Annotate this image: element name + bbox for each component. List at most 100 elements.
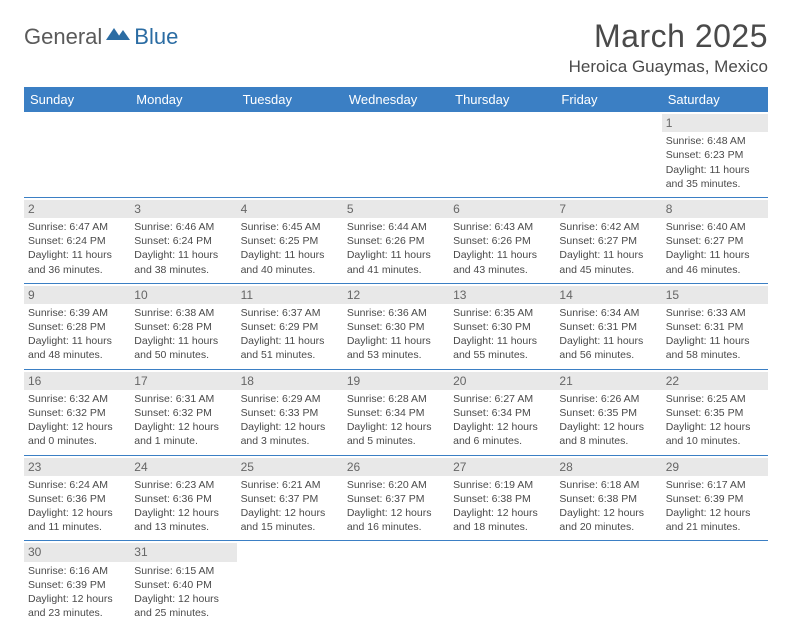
calendar-cell <box>555 112 661 197</box>
day-number: 21 <box>555 372 661 390</box>
day-number: 25 <box>237 458 343 476</box>
day-number: 27 <box>449 458 555 476</box>
calendar-week: 9Sunrise: 6:39 AMSunset: 6:28 PMDaylight… <box>24 283 768 369</box>
sunset: Sunset: 6:24 PM <box>134 234 232 248</box>
sunset: Sunset: 6:27 PM <box>666 234 764 248</box>
daylight: Daylight: 12 hours and 18 minutes. <box>453 506 551 534</box>
sunrise: Sunrise: 6:21 AM <box>241 478 339 492</box>
day-number: 23 <box>24 458 130 476</box>
day-number: 7 <box>555 200 661 218</box>
calendar-cell: 17Sunrise: 6:31 AMSunset: 6:32 PMDayligh… <box>130 369 236 455</box>
daylight: Daylight: 12 hours and 23 minutes. <box>28 592 126 620</box>
daylight: Daylight: 12 hours and 0 minutes. <box>28 420 126 448</box>
calendar-cell: 16Sunrise: 6:32 AMSunset: 6:32 PMDayligh… <box>24 369 130 455</box>
day-header: Saturday <box>662 87 768 112</box>
sunset: Sunset: 6:36 PM <box>28 492 126 506</box>
calendar-cell: 27Sunrise: 6:19 AMSunset: 6:38 PMDayligh… <box>449 455 555 541</box>
calendar-cell <box>343 112 449 197</box>
daylight: Daylight: 11 hours and 45 minutes. <box>559 248 657 276</box>
daylight: Daylight: 11 hours and 48 minutes. <box>28 334 126 362</box>
calendar-week: 23Sunrise: 6:24 AMSunset: 6:36 PMDayligh… <box>24 455 768 541</box>
daylight: Daylight: 12 hours and 15 minutes. <box>241 506 339 534</box>
calendar-cell: 23 Sunrise: 6:24 AMSunset: 6:36 PMDayligh… <box>24 455 130 541</box>
daylight: Daylight: 12 hours and 21 minutes. <box>666 506 764 534</box>
day-number: 24 <box>130 458 236 476</box>
calendar-cell <box>24 112 130 197</box>
sunset: Sunset: 6:25 PM <box>241 234 339 248</box>
day-number: 9 <box>24 286 130 304</box>
sunset: Sunset: 6:37 PM <box>347 492 445 506</box>
location: Heroica Guaymas, Mexico <box>569 57 768 77</box>
daylight: Daylight: 11 hours and 50 minutes. <box>134 334 232 362</box>
calendar-cell: 12Sunrise: 6:36 AMSunset: 6:30 PMDayligh… <box>343 283 449 369</box>
daylight: Daylight: 11 hours and 41 minutes. <box>347 248 445 276</box>
calendar-cell: 3Sunrise: 6:46 AMSunset: 6:24 PMDaylight… <box>130 197 236 283</box>
calendar-week: 1Sunrise: 6:48 AMSunset: 6:23 PMDaylight… <box>24 112 768 197</box>
calendar-cell <box>449 541 555 626</box>
sunrise: Sunrise: 6:46 AM <box>134 220 232 234</box>
day-number: 30 <box>24 543 130 561</box>
day-number: 15 <box>662 286 768 304</box>
daylight: Daylight: 12 hours and 20 minutes. <box>559 506 657 534</box>
day-number: 4 <box>237 200 343 218</box>
daylight: Daylight: 12 hours and 1 minute. <box>134 420 232 448</box>
calendar-cell <box>343 541 449 626</box>
logo: General Blue <box>24 24 178 50</box>
sunset: Sunset: 6:39 PM <box>28 578 126 592</box>
sunset: Sunset: 6:36 PM <box>134 492 232 506</box>
daylight: Daylight: 11 hours and 35 minutes. <box>666 163 764 191</box>
calendar-cell: 14Sunrise: 6:34 AMSunset: 6:31 PMDayligh… <box>555 283 661 369</box>
sunrise: Sunrise: 6:27 AM <box>453 392 551 406</box>
sunrise: Sunrise: 6:43 AM <box>453 220 551 234</box>
sunrise: Sunrise: 6:35 AM <box>453 306 551 320</box>
daylight: Daylight: 11 hours and 55 minutes. <box>453 334 551 362</box>
calendar-cell: 22Sunrise: 6:25 AMSunset: 6:35 PMDayligh… <box>662 369 768 455</box>
calendar-cell <box>555 541 661 626</box>
calendar-table: SundayMondayTuesdayWednesdayThursdayFrid… <box>24 87 768 626</box>
daylight: Daylight: 11 hours and 58 minutes. <box>666 334 764 362</box>
calendar-cell: 26Sunrise: 6:20 AMSunset: 6:37 PMDayligh… <box>343 455 449 541</box>
day-number: 2 <box>24 200 130 218</box>
calendar-cell: 19Sunrise: 6:28 AMSunset: 6:34 PMDayligh… <box>343 369 449 455</box>
sunset: Sunset: 6:33 PM <box>241 406 339 420</box>
day-number: 11 <box>237 286 343 304</box>
day-header: Friday <box>555 87 661 112</box>
daylight: Daylight: 12 hours and 25 minutes. <box>134 592 232 620</box>
sunset: Sunset: 6:24 PM <box>28 234 126 248</box>
day-number: 22 <box>662 372 768 390</box>
sunset: Sunset: 6:28 PM <box>28 320 126 334</box>
calendar-cell: 18Sunrise: 6:29 AMSunset: 6:33 PMDayligh… <box>237 369 343 455</box>
sunset: Sunset: 6:26 PM <box>347 234 445 248</box>
sunset: Sunset: 6:27 PM <box>559 234 657 248</box>
daylight: Daylight: 11 hours and 40 minutes. <box>241 248 339 276</box>
daylight: Daylight: 11 hours and 46 minutes. <box>666 248 764 276</box>
sunrise: Sunrise: 6:24 AM <box>28 478 126 492</box>
calendar-cell: 8Sunrise: 6:40 AMSunset: 6:27 PMDaylight… <box>662 197 768 283</box>
sunset: Sunset: 6:30 PM <box>453 320 551 334</box>
sunrise: Sunrise: 6:26 AM <box>559 392 657 406</box>
calendar-cell: 30 Sunrise: 6:16 AMSunset: 6:39 PMDayligh… <box>24 541 130 626</box>
day-number: 31 <box>130 543 236 561</box>
logo-text-blue: Blue <box>134 24 178 50</box>
sunrise: Sunrise: 6:44 AM <box>347 220 445 234</box>
calendar-cell: 6Sunrise: 6:43 AMSunset: 6:26 PMDaylight… <box>449 197 555 283</box>
calendar-cell: 13Sunrise: 6:35 AMSunset: 6:30 PMDayligh… <box>449 283 555 369</box>
day-header: Sunday <box>24 87 130 112</box>
day-number: 29 <box>662 458 768 476</box>
calendar-cell: 10Sunrise: 6:38 AMSunset: 6:28 PMDayligh… <box>130 283 236 369</box>
calendar-cell <box>130 112 236 197</box>
sunset: Sunset: 6:39 PM <box>666 492 764 506</box>
sunrise: Sunrise: 6:16 AM <box>28 564 126 578</box>
day-header: Wednesday <box>343 87 449 112</box>
sunrise: Sunrise: 6:36 AM <box>347 306 445 320</box>
daylight: Daylight: 12 hours and 11 minutes. <box>28 506 126 534</box>
calendar-body: 1Sunrise: 6:48 AMSunset: 6:23 PMDaylight… <box>24 112 768 626</box>
day-number: 18 <box>237 372 343 390</box>
calendar-week: 16Sunrise: 6:32 AMSunset: 6:32 PMDayligh… <box>24 369 768 455</box>
calendar-cell: 15Sunrise: 6:33 AMSunset: 6:31 PMDayligh… <box>662 283 768 369</box>
sunrise: Sunrise: 6:31 AM <box>134 392 232 406</box>
daylight: Daylight: 12 hours and 16 minutes. <box>347 506 445 534</box>
day-header: Thursday <box>449 87 555 112</box>
sunset: Sunset: 6:40 PM <box>134 578 232 592</box>
daylight: Daylight: 12 hours and 6 minutes. <box>453 420 551 448</box>
